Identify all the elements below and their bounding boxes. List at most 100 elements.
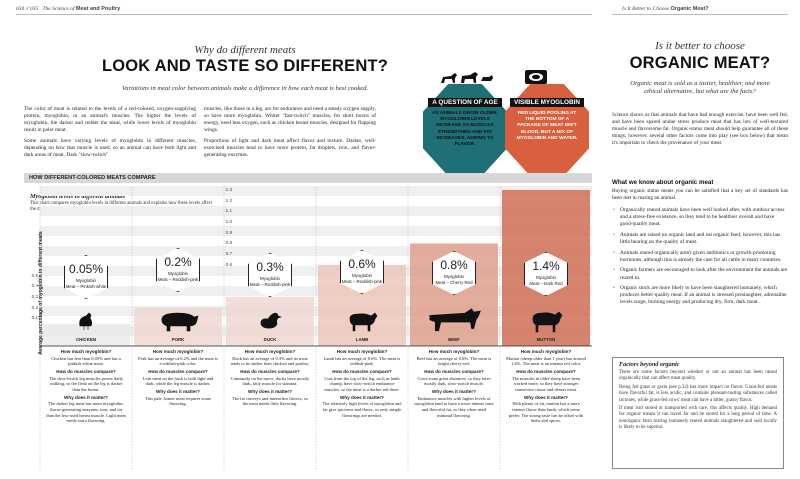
grid-stripe xyxy=(40,246,592,256)
grid-stripe xyxy=(40,186,592,196)
qa-answer: Beef has an average of 0.8%. The meat is… xyxy=(416,355,492,367)
meat-color-label: Meat – Reddish-pink xyxy=(249,282,291,287)
animal-qa-chicken: How much myoglobin? Chicken has less than… xyxy=(46,347,126,424)
beef-silhouette-icon xyxy=(429,308,481,332)
meat-color-label: Meat – Cherry Red xyxy=(435,280,473,285)
value-hexagon xyxy=(340,250,384,294)
right-subintro: Buying organic status meats you can be s… xyxy=(612,188,788,201)
box-paragraph: If meat isn't stored or transported with… xyxy=(619,405,777,430)
series-label: Myoglobin xyxy=(167,271,188,276)
right-intro: Science shows us that animals that have … xyxy=(612,112,788,146)
right-kicker: Is it better to choose xyxy=(655,40,745,52)
qa-answer: Mutton (sheep older than 1 year) has aro… xyxy=(506,355,586,367)
series-label: Myoglobin xyxy=(351,273,372,278)
body-paragraph: muscles, like those in a leg, are for en… xyxy=(204,106,376,134)
qa-answer: Endurance muscles with higher levels of … xyxy=(414,395,494,418)
list-item: Organic stock are more likely to have be… xyxy=(612,285,788,306)
right-running-header: Is It Better to Choose Organic Meat? xyxy=(622,6,709,12)
animal-qa-beef: How much myoglobin? Beef has an average o… xyxy=(414,347,494,418)
qa-question: How do muscles compare? xyxy=(424,368,484,374)
qa-answer: Constantly on the move, ducks have mostl… xyxy=(230,375,310,387)
qa-answer: The darker leg meat has more myoglobin, … xyxy=(46,401,126,424)
meat-color-label: Meat – Reddish-pink xyxy=(157,277,199,282)
body-paragraph: Some animals have varying levels of myog… xyxy=(24,137,196,158)
qa-answer: Chicken has less than 0.05% and has a pi… xyxy=(51,355,121,367)
value-hexagon xyxy=(432,251,476,295)
value-hexagon xyxy=(248,253,292,297)
qa-answer: Loin meat on the back is both light and … xyxy=(142,375,214,387)
y-tick-label: 0.3 xyxy=(31,293,38,299)
header-rule-right xyxy=(612,14,788,15)
animal-qa-duck: How much myoglobin? Duck has an average o… xyxy=(230,347,310,407)
qa-question: Why does it matter? xyxy=(340,394,384,400)
data-label: 0.05% xyxy=(68,262,104,276)
meat-color-label: Meat – Pinkish-white xyxy=(65,284,107,289)
y-tick-label: 0.9 xyxy=(225,229,232,235)
data-label: 0.3% xyxy=(256,260,284,274)
qa-question: How do muscles compare? xyxy=(332,368,392,374)
meat-color-label: Meat – Reddish-pink xyxy=(341,279,383,284)
qa-answer: The slow-twitch leg muscles power daily … xyxy=(48,375,124,392)
qa-question: Why does it matter? xyxy=(432,388,476,394)
right-section-title-bold: Organic Meat? xyxy=(670,6,709,12)
x-axis-category-label: DUCK xyxy=(263,337,277,342)
y-tick-label: 1.2 xyxy=(225,197,232,203)
box-paragraph: There are some factors beyond whether or… xyxy=(619,370,777,382)
lamb-silhouette-icon xyxy=(349,312,378,332)
body-paragraph: Proportions of light and dark meat affec… xyxy=(204,137,376,158)
left-running-header: 034 // 035 The Science of Meat and Poult… xyxy=(16,6,120,12)
section-title: The Science of xyxy=(42,6,76,12)
pork-silhouette-icon xyxy=(161,312,199,332)
qa-answer: The relatively high levels of myoglobin … xyxy=(322,401,402,418)
qa-answer: Duck has an average of 0.3% and its meat… xyxy=(230,355,310,367)
x-axis-category-label: BEEF xyxy=(448,337,460,342)
left-page-title: LOOK AND TASTE SO DIFFERENT? xyxy=(101,57,389,75)
qa-question: How much myoglobin? xyxy=(152,349,204,354)
chart-section-title: HOW DIFFERENT-COLORED MEATS COMPARE xyxy=(24,173,592,183)
left-kicker: Why do different meats xyxy=(194,44,296,56)
series-label: Myoglobin xyxy=(75,278,96,283)
mutton-silhouette-icon xyxy=(532,311,563,333)
page-numbers: 034 // 035 xyxy=(16,6,39,12)
y-tick-label: 0.7 xyxy=(225,251,232,257)
body-column-1: The color of meat is related to the leve… xyxy=(24,106,196,162)
factors-box-title: Factors beyond organic xyxy=(619,361,680,368)
y-tick-label: 1.3 xyxy=(225,187,232,192)
qa-question: How much myoglobin? xyxy=(336,349,388,354)
meat-package-icon xyxy=(525,70,547,84)
bar-chicken xyxy=(42,323,130,346)
myoglobin-badge-text: RED LIQUID POOLING AT THE BOTTOM OF A PA… xyxy=(516,111,578,141)
myoglobin-badge-title: VISIBLE MYOGLOBIN xyxy=(510,98,584,107)
factors-box: Factors beyond organic There are some fa… xyxy=(612,357,784,469)
meat-color-label: Meat – Dark Red xyxy=(529,281,563,286)
qa-question: How do muscles compare? xyxy=(516,368,576,374)
left-lede: Variations in meat color between animals… xyxy=(121,85,369,92)
qa-question: Why does it matter? xyxy=(64,394,108,400)
qa-answer: This pale, leaner meat requires some fla… xyxy=(145,395,211,407)
data-label: 0.8% xyxy=(440,258,468,272)
age-badge-text: AS ANIMALS GROW OLDER, MYOGLOBIN LEVELS … xyxy=(432,111,498,148)
chart-y-axis-label: Average percentage of myoglobin in diffe… xyxy=(38,231,44,355)
qa-answer: Cuts from the top of the leg, such as la… xyxy=(324,375,400,392)
duck-silhouette-icon xyxy=(260,312,282,329)
y-tick-label: 1.1 xyxy=(225,208,232,214)
qa-answer: With plenty of fat, mutton has a more in… xyxy=(508,401,584,424)
organic-facts-list: Organically reared animals have been wel… xyxy=(612,207,788,310)
chart-subtitle: Myoglobin levels in different animals xyxy=(30,193,126,200)
y-tick-label: 0.6 xyxy=(225,261,232,267)
animal-qa-mutton: How much myoglobin? Mutton (sheep older t… xyxy=(506,347,586,424)
qa-question: How do muscles compare? xyxy=(240,368,300,374)
box-paragraph: Being fed grass or grain (see p.32) has … xyxy=(619,384,777,403)
factors-box-text: There are some factors beyond whether or… xyxy=(619,370,777,431)
qa-question: How much myoglobin? xyxy=(428,349,480,354)
qa-question: How much myoglobin? xyxy=(60,349,112,354)
list-item: Animals reared organically aren't given … xyxy=(612,250,788,264)
series-label: Myoglobin xyxy=(259,276,280,281)
age-badge-title: A QUESTION OF AGE xyxy=(428,98,502,107)
list-item: Organic farmers are encouraged to look a… xyxy=(612,267,788,281)
qa-question: How much myoglobin? xyxy=(244,349,296,354)
y-tick-label: 0.4 xyxy=(31,283,38,289)
section-title-bold: Meat and Poultry xyxy=(75,6,121,12)
animal-qa-lamb: How much myoglobin? Lamb has an average o… xyxy=(322,347,402,418)
